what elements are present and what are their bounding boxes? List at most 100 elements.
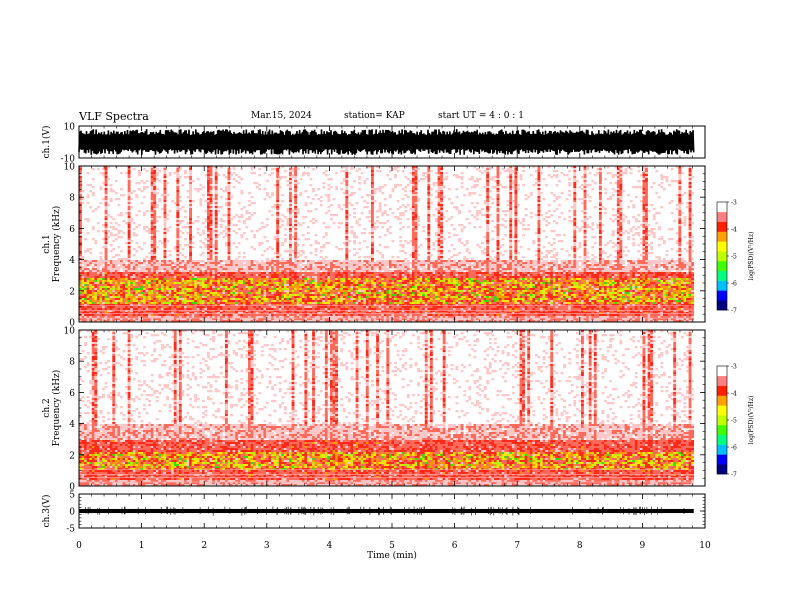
ch1-spectrogram-cell: [192, 180, 195, 182]
ch1-spectrogram-cell: [174, 284, 177, 286]
ch1-spectrogram-cell: [164, 268, 167, 270]
ch1-spectrogram-cell: [92, 210, 95, 212]
ch1-spectrogram-cell: [105, 216, 108, 218]
ch1-spectrogram-cell: [112, 288, 115, 290]
ch1-spectrogram-cell: [148, 292, 151, 294]
ch1-spectrogram-cell: [171, 298, 174, 300]
ch1-spectrogram-cell: [133, 276, 136, 278]
ch1-spectrogram-cell: [151, 308, 154, 310]
ch1-spectrogram-cell: [207, 270, 210, 272]
ch1-spectrogram-cell: [181, 220, 184, 222]
ch1-spectrogram-cell: [94, 268, 97, 270]
ch1-spectrogram-cell: [107, 294, 110, 296]
ch1-spectrogram-cell: [128, 276, 131, 278]
ch1-spectrogram-cell: [153, 184, 156, 186]
ch1-spectrogram-cell: [176, 272, 179, 274]
ch1-spectrogram-cell: [153, 302, 156, 304]
ch1-spectrogram-cell: [94, 264, 97, 266]
ch1-spectrogram-cell: [199, 308, 202, 310]
ch1-spectrogram-cell: [202, 308, 205, 310]
ch1-spectrogram-cell: [133, 294, 136, 296]
ch1-spectrogram-cell: [187, 226, 190, 228]
ch1-spectrogram-cell: [169, 226, 172, 228]
ch1-spectrogram-cell: [181, 314, 184, 316]
ch1-spectrogram-cell: [207, 252, 210, 254]
ch1-spectrogram-cell: [99, 252, 102, 254]
ch1-spectrogram-cell: [210, 282, 213, 284]
ch1-spectrogram-cell: [102, 198, 105, 200]
ch1-spectrogram-cell: [179, 302, 182, 304]
ch1-spectrogram-cell: [110, 244, 113, 246]
ch1-spectrogram-cell: [176, 188, 179, 190]
ch1-spectrogram-cell: [125, 296, 128, 298]
ch1-spectrogram-cell: [89, 284, 92, 286]
ch1-spectrogram-cell: [210, 186, 213, 188]
ch1-spectrogram-cell: [189, 186, 192, 188]
ch1-spectrogram-cell: [179, 286, 182, 288]
ch1-spectrogram-cell: [87, 218, 90, 220]
ch1-spectrogram-cell: [189, 224, 192, 226]
ch1-spectrogram-cell: [181, 278, 184, 280]
ch1-spectrogram-cell: [189, 188, 192, 190]
ch1-spectrogram-cell: [210, 276, 213, 278]
ch1-spectrogram-cell: [120, 292, 123, 294]
ch1-spectrogram-cell: [105, 256, 108, 258]
ch1-spectrogram-cell: [210, 188, 213, 190]
ch1-spectrogram-cell: [148, 290, 151, 292]
ch1-spectrogram-cell: [189, 246, 192, 248]
ch1-spectrogram-cell: [84, 238, 87, 240]
ch1-spectrogram-cell: [179, 196, 182, 198]
ch1-spectrogram-cell: [133, 292, 136, 294]
ch1-spectrogram-cell: [138, 188, 141, 190]
ch1-spectrogram-cell: [92, 280, 95, 282]
ch1-spectrogram-cell: [148, 276, 151, 278]
ch1-spectrogram-cell: [184, 280, 187, 282]
ch1-spectrogram-cell: [151, 270, 154, 272]
ch1-spectrogram-cell: [169, 306, 172, 308]
ch1-spectrogram-cell: [192, 300, 195, 302]
ch1-spectrogram-cell: [164, 278, 167, 280]
ch1-spectrogram-cell: [146, 210, 149, 212]
ch1-spectrogram-cell: [199, 294, 202, 296]
ch1-spectrogram-cell: [84, 264, 87, 266]
ch1-spectrogram-cell: [164, 290, 167, 292]
ch1-spectrogram-cell: [166, 230, 169, 232]
ch1-spectrogram-cell: [197, 274, 200, 276]
ch1-spectrogram-cell: [197, 314, 200, 316]
ch1-spectrogram-cell: [125, 302, 128, 304]
ch1-spectrogram-cell: [205, 286, 208, 288]
ch1-spectrogram-cell: [84, 292, 87, 294]
ch1-spectrogram-cell: [146, 282, 149, 284]
ch1-spectrogram-cell: [102, 282, 105, 284]
ch1-spectrogram-cell: [146, 256, 149, 258]
ch1-spectrogram-cell: [197, 300, 200, 302]
ch1-spectrogram-cell: [128, 174, 131, 176]
ch1-spectrogram-cell: [174, 302, 177, 304]
ch1-spectrogram-cell: [166, 272, 169, 274]
ch1-spectrogram-cell: [89, 184, 92, 186]
ch1-spectrogram-cell: [92, 284, 95, 286]
ch1-spectrogram-cell: [194, 294, 197, 296]
ch1-spectrogram-cell: [207, 230, 210, 232]
ch1-spectrogram-cell: [146, 260, 149, 262]
ch1-spectrogram-cell: [135, 284, 138, 286]
ch1-spectrogram-cell: [199, 306, 202, 308]
ch1-spectrogram-cell: [189, 176, 192, 178]
ch1-spectrogram-cell: [158, 198, 161, 200]
ch1-spectrogram-cell: [210, 264, 213, 266]
ch1-spectrogram-cell: [148, 268, 151, 270]
ch1-spectrogram-cell: [169, 250, 172, 252]
ch1-spectrogram-cell: [110, 300, 113, 302]
ch1-spectrogram-cell: [89, 270, 92, 272]
ch1-spectrogram-cell: [115, 268, 118, 270]
ch1-spectrogram-cell: [176, 302, 179, 304]
ch1-spectrogram-cell: [158, 298, 161, 300]
ch1-spectrogram-cell: [148, 272, 151, 274]
ch1-spectrogram-cell: [151, 288, 154, 290]
ch1-spectrogram-cell: [194, 188, 197, 190]
ch1-spectrogram-cell: [207, 274, 210, 276]
ch1-spectrogram-cell: [210, 218, 213, 220]
ch1-spectrogram-cell: [112, 272, 115, 274]
ch1-spectrogram-cell: [181, 270, 184, 272]
ch1-spectrogram-cell: [128, 248, 131, 250]
